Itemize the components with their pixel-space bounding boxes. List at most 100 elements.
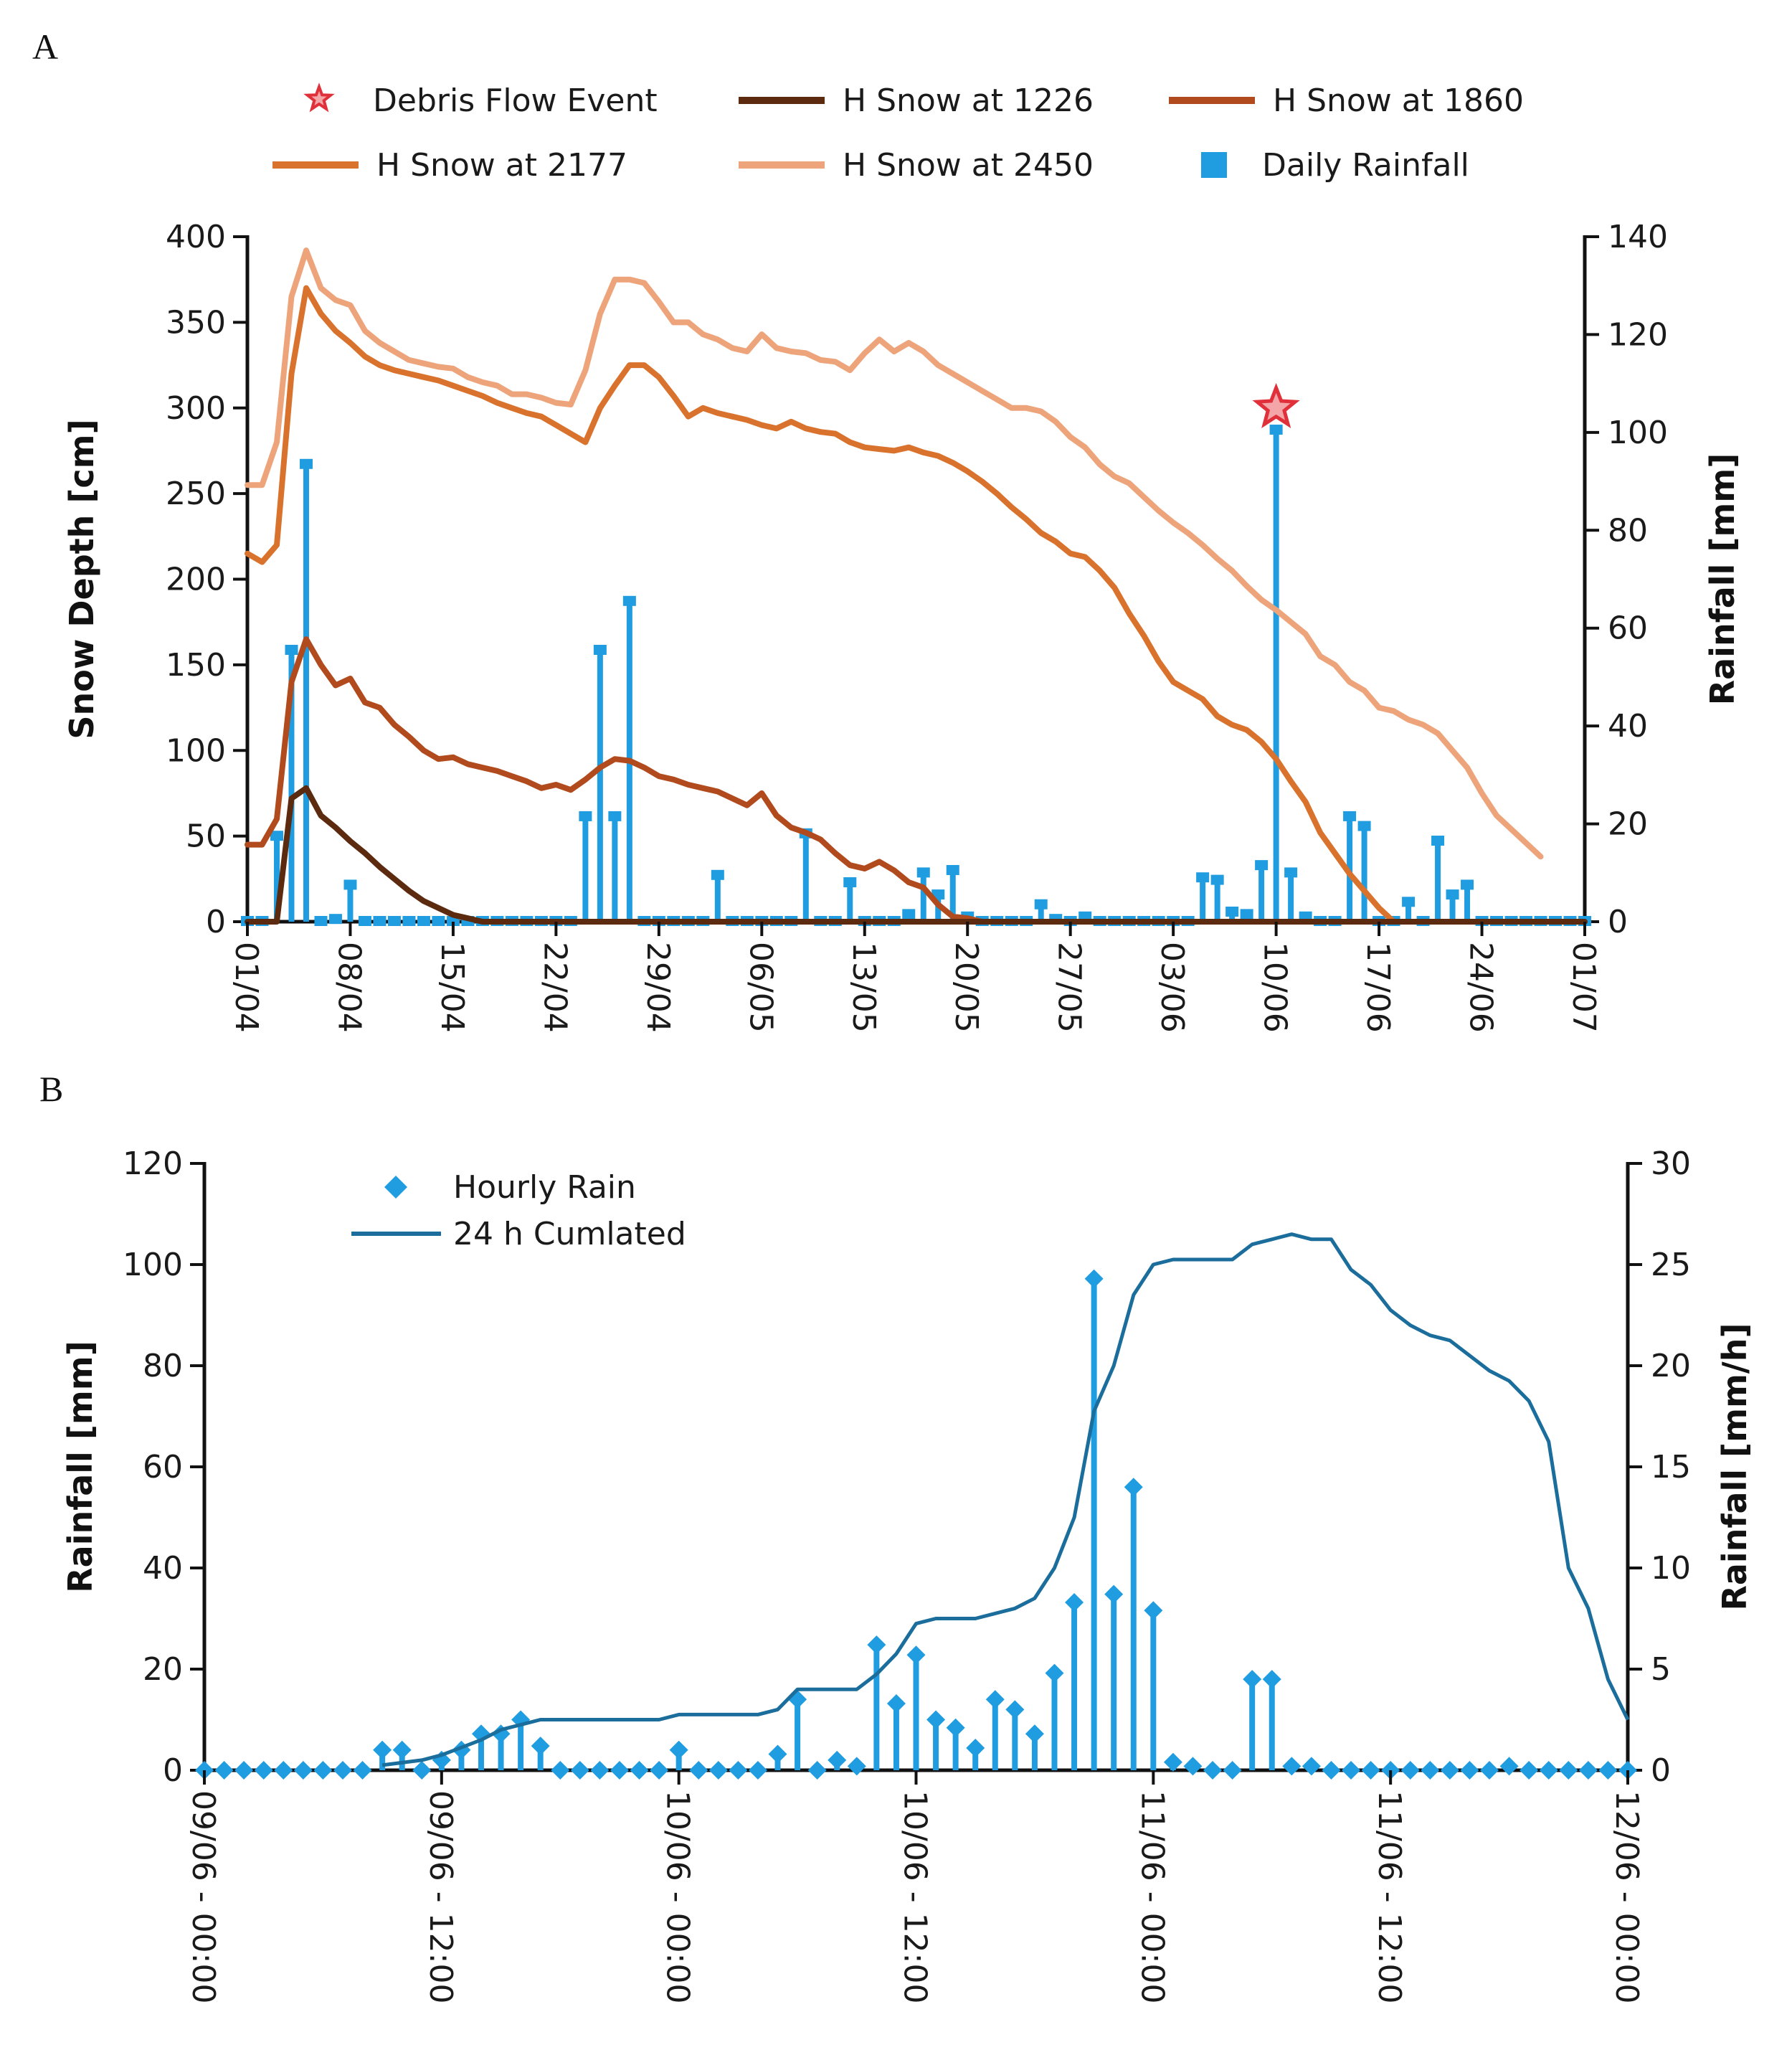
rainfall-bar-cap [579, 811, 592, 821]
right-y-tick-label: 100 [1608, 415, 1668, 451]
rainfall-bar [920, 870, 926, 922]
hourly-rain-point [689, 1761, 708, 1780]
right-y-axis-title: Rainfall [mm] [1703, 453, 1742, 706]
hourly-rain-point [966, 1738, 985, 1757]
hourly-rain-point [906, 1645, 926, 1665]
rainfall-bar [949, 867, 956, 922]
right-y-tick-label: 30 [1651, 1145, 1691, 1182]
x-tick-label: 15/04 [434, 942, 470, 1033]
rainfall-bar [288, 648, 295, 922]
hourly-rain-point [807, 1761, 827, 1780]
left-y-tick-label: 300 [166, 390, 226, 427]
debris-flow-event-marker [1252, 382, 1300, 429]
right-y-tick-label: 60 [1608, 610, 1648, 647]
right-y-tick-label: 80 [1608, 512, 1648, 549]
left-y-tick-label: 0 [206, 904, 226, 940]
hourly-rain-point [828, 1750, 847, 1770]
hourly-rain-point [214, 1761, 234, 1780]
x-tick-label: 06/05 [742, 942, 779, 1033]
left-y-tick-label: 100 [123, 1247, 183, 1283]
rainfall-bar-cap [417, 916, 430, 926]
hourly-rain-point [1084, 1269, 1104, 1288]
x-tick-label: 10/06 - 12:00 [897, 1790, 934, 2003]
rainfall-bar-cap [916, 867, 930, 878]
left-y-tick-label: 100 [166, 732, 226, 769]
rainfall-bar-cap [402, 916, 416, 926]
left-y-tick-label: 200 [166, 562, 226, 598]
hourly-rain-point [1124, 1478, 1143, 1497]
left-y-axis-title: Snow Depth [cm] [62, 419, 101, 739]
legend-item: 24 h Cumlated [351, 1216, 686, 1252]
legend-item: Debris Flow Event [303, 82, 658, 119]
rainfall-bar [612, 813, 618, 922]
hourly-rain-point [1045, 1663, 1064, 1683]
rainfall-bar [847, 880, 853, 922]
rainfall-bar-cap [285, 645, 298, 655]
panel-a-chart: A 0 50 100 150 200 250 300 350 400 0 20 40 60 80 100 12… [32, 27, 1742, 1033]
left-y-tick-label: 80 [143, 1348, 183, 1384]
hourly-rain-point [768, 1744, 787, 1764]
right-y-tick-label: 20 [1651, 1348, 1691, 1384]
rainfall-bar-cap [622, 595, 636, 606]
rainfall-bar-cap [1255, 860, 1269, 871]
legend-diamond-icon [384, 1176, 407, 1199]
hourly-rain-point [1400, 1761, 1420, 1780]
hourly-rain-point [1262, 1670, 1281, 1689]
left-y-tick-label: 60 [143, 1449, 183, 1485]
rainfall-bar-cap [314, 916, 328, 926]
x-tick-label: 20/05 [948, 942, 985, 1033]
x-tick-label: 11/06 - 00:00 [1134, 1790, 1170, 2003]
right-y-tick-label: 120 [1608, 316, 1668, 353]
hourly-rain-point [412, 1761, 432, 1780]
hourly-rain-point [1421, 1761, 1440, 1780]
rainfall-bar-cap [1226, 906, 1239, 917]
rainfall-bar-cap [1269, 425, 1283, 435]
hourly-rain-point [333, 1761, 352, 1780]
cumulative-rain-line [381, 1232, 1630, 1767]
rainfall-bar-cap [593, 645, 607, 655]
right-y-tick-label: 0 [1651, 1752, 1671, 1789]
rainfall-bar [273, 833, 280, 922]
hourly-rain-point [1282, 1757, 1302, 1776]
legend-star-icon [303, 82, 335, 113]
rainfall-bar [1038, 902, 1044, 922]
legend-label: H Snow at 2177 [376, 147, 627, 184]
hourly-rain-point [985, 1690, 1005, 1709]
x-tick-label: 01/04 [228, 942, 265, 1033]
legend-label: Debris Flow Event [373, 82, 658, 119]
rainfall-bar-cap [1461, 879, 1474, 890]
panel-a-letter: A [32, 27, 58, 67]
rainfall-bar-cap [358, 916, 371, 926]
hourly-rain-point [293, 1761, 313, 1780]
hourly-rain-point [669, 1740, 688, 1759]
rainfall-bar-cap [328, 914, 342, 925]
x-tick-label: 12/06 - 00:00 [1608, 1790, 1645, 2003]
rainfall-bar [347, 882, 354, 922]
rainfall-bar-cap [270, 831, 283, 841]
legend-item: H Snow at 2177 [272, 147, 627, 184]
rainfall-bar-cap [387, 916, 401, 926]
hourly-rain-point [926, 1710, 946, 1729]
hourly-rain-point [1005, 1700, 1025, 1719]
right-y-tick-label: 25 [1651, 1247, 1691, 1283]
legend-item: H Snow at 1226 [739, 82, 1094, 119]
rainfall-bar-cap [1284, 867, 1298, 878]
hourly-rain-point [1144, 1601, 1163, 1620]
hourly-rain-point [373, 1740, 392, 1759]
legend-label: Hourly Rain [453, 1169, 636, 1206]
x-tick-label: 11/06 - 12:00 [1371, 1790, 1408, 2003]
rainfall-bar-cap [1210, 874, 1224, 885]
left-y-tick-label: 20 [143, 1651, 183, 1688]
right-y-tick-label: 0 [1608, 904, 1628, 940]
hourly-rain-point [1025, 1724, 1044, 1744]
hourly-rain-point [392, 1740, 412, 1759]
left-y-tick-label: 150 [166, 647, 226, 684]
hourly-rain-point [531, 1737, 550, 1756]
panel-b-chart: B 0 20 40 60 80 100 120 0 5 10 15 20 25 30 Rainfall [m… [39, 1069, 1754, 2003]
right-y-tick-label: 5 [1651, 1651, 1671, 1688]
hourly-rain-point [1302, 1757, 1321, 1776]
x-tick-label: 10/06 [1257, 942, 1294, 1033]
hourly-rain-point [650, 1761, 669, 1780]
legend-label: H Snow at 1860 [1273, 82, 1524, 119]
hourly-rain-point [1065, 1592, 1084, 1612]
